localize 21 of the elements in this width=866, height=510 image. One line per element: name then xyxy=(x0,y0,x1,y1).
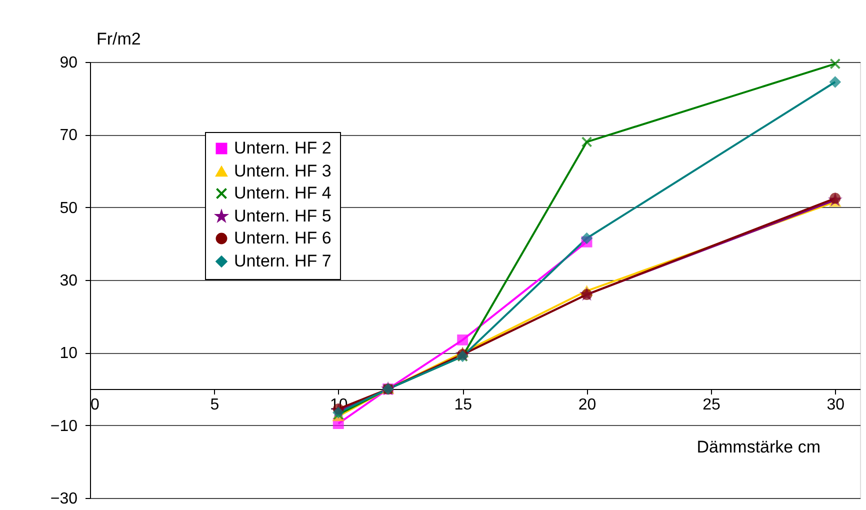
x-tick-label: 0 xyxy=(90,396,100,414)
legend-label: Untern. HF 3 xyxy=(234,162,332,180)
y-tick-label: 10 xyxy=(60,345,78,362)
legend-label: Untern. HF 7 xyxy=(234,252,332,270)
y-tick-label: −10 xyxy=(50,418,78,435)
legend-label: Untern. HF 4 xyxy=(234,184,332,202)
x-tick-label: 25 xyxy=(702,396,720,414)
x-tick-label: 5 xyxy=(210,396,220,414)
y-tick-label: 90 xyxy=(60,54,78,72)
x-tick-label: 20 xyxy=(578,396,596,414)
x-tick-label: 30 xyxy=(826,396,845,414)
y-axis-title: Fr/m2 xyxy=(96,30,141,48)
y-tick-label: −30 xyxy=(50,490,78,508)
legend-label: Untern. HF 6 xyxy=(234,228,332,248)
x-tick-label: 15 xyxy=(454,396,472,414)
y-tick-label: 70 xyxy=(60,127,78,144)
legend-label: Untern. HF 5 xyxy=(234,206,332,226)
y-tick-label: 50 xyxy=(60,200,78,217)
x-axis-title: Dämmstärke cm xyxy=(696,438,820,456)
legend-label: Untern. HF 2 xyxy=(234,138,332,158)
y-tick-label: 30 xyxy=(60,272,78,290)
